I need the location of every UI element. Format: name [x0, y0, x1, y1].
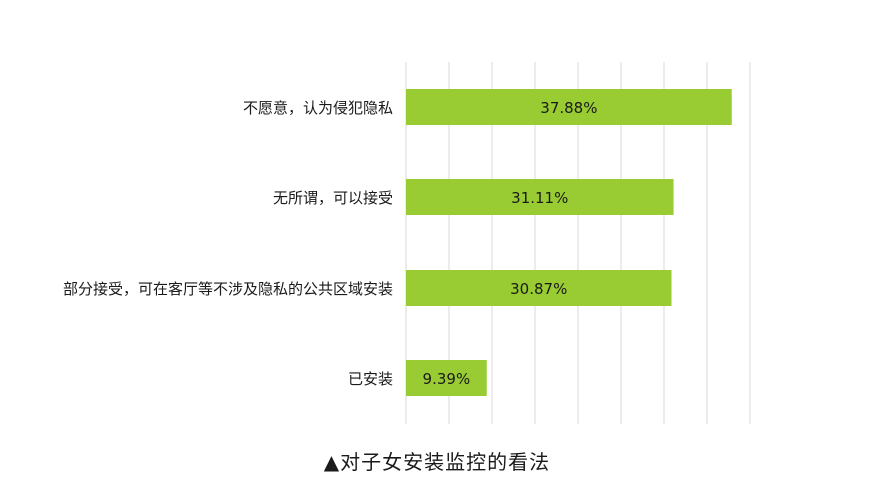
- chart-caption: ▲对子女安装监控的看法: [323, 450, 551, 474]
- bar: [406, 270, 672, 306]
- bar-value-label: 37.88%: [540, 99, 597, 117]
- bar-value-label: 30.87%: [510, 280, 567, 298]
- category-label: 不愿意，认为侵犯隐私: [243, 99, 393, 117]
- category-label: 无所谓，可以接受: [273, 189, 393, 207]
- category-label: 部分接受，可在客厅等不涉及隐私的公共区域安装: [63, 280, 393, 298]
- category-label: 已安装: [348, 370, 393, 388]
- bar: [406, 360, 487, 396]
- bar: [406, 179, 674, 215]
- bar: [406, 89, 732, 125]
- bar-value-label: 31.11%: [511, 189, 568, 207]
- bar-value-label: 9.39%: [423, 370, 471, 388]
